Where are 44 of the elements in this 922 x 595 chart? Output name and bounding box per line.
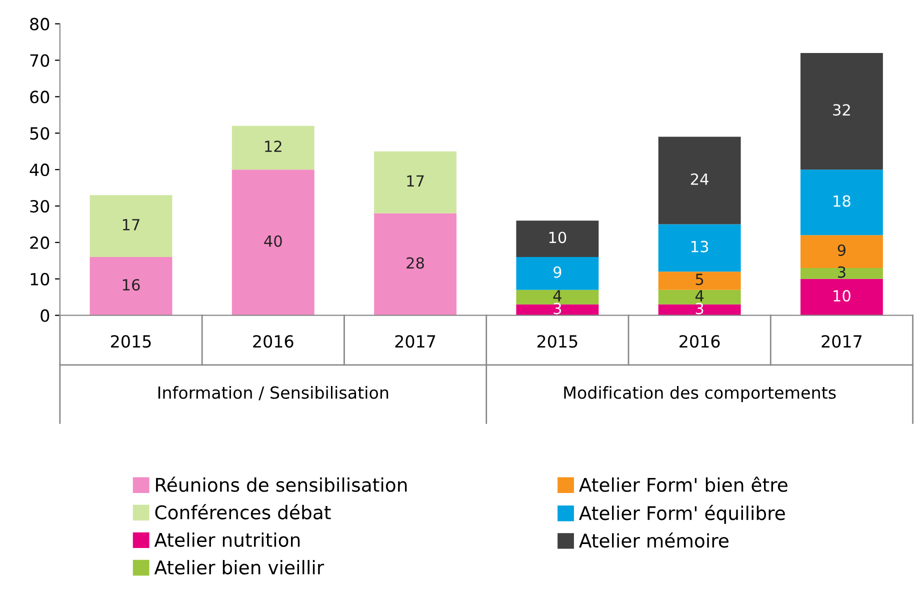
data-label: 9	[838, 244, 846, 256]
y-tick-label: 30	[30, 200, 50, 213]
data-label: 32	[833, 104, 850, 116]
x-tick-label: 2016	[680, 335, 720, 348]
data-label: 13	[692, 240, 708, 252]
y-tick-label: 40	[30, 164, 50, 176]
legend-label: Réunions de sensibilisation	[156, 476, 407, 492]
data-label: 10	[549, 232, 566, 244]
text: Information / Sensibilisation	[158, 386, 388, 400]
legend-label: Atelier Form' bien être	[579, 476, 788, 492]
legend-label: Atelier Form' équilibre	[579, 504, 785, 524]
x-tick-label: 2017	[395, 335, 436, 348]
data-label: 4	[695, 290, 704, 302]
y-tick-label: 60	[30, 90, 50, 104]
data-label: 5	[696, 274, 704, 286]
x-tick-label: 2015	[537, 335, 578, 348]
data-label: 4	[553, 290, 562, 302]
text: Modification des comportements	[564, 386, 836, 402]
legend-label: Conférences débat	[155, 504, 331, 520]
data-label: 40	[264, 235, 282, 247]
data-label: 10	[834, 290, 850, 302]
data-label: 3	[554, 302, 562, 314]
y-tick-label: 10	[30, 272, 50, 286]
y-tick-label: 0	[40, 309, 50, 322]
y-tick-label: 70	[30, 54, 50, 67]
legend-label: Atelier nutrition	[154, 532, 300, 547]
data-label: 17	[407, 175, 424, 187]
data-label: 9	[554, 266, 562, 278]
legend-label: Atelier mémoire	[579, 532, 728, 548]
y-tick-label: 50	[30, 127, 50, 140]
x-tick-label: 2017	[822, 335, 862, 348]
y-tick-label: 20	[30, 236, 50, 250]
data-label: 28	[406, 257, 424, 269]
data-label: 24	[690, 173, 708, 185]
data-label: 16	[122, 279, 140, 291]
legend-label: Atelier bien vieillir	[154, 560, 324, 574]
data-label: 3	[838, 266, 846, 278]
x-tick-label: 2016	[253, 335, 294, 348]
data-label: 18	[834, 195, 850, 207]
x-tick-label: 2015	[111, 335, 151, 348]
data-label: 12	[265, 140, 282, 152]
data-label: 3	[696, 302, 704, 314]
data-label: 17	[122, 219, 140, 230]
y-tick-label: 80	[30, 18, 50, 30]
